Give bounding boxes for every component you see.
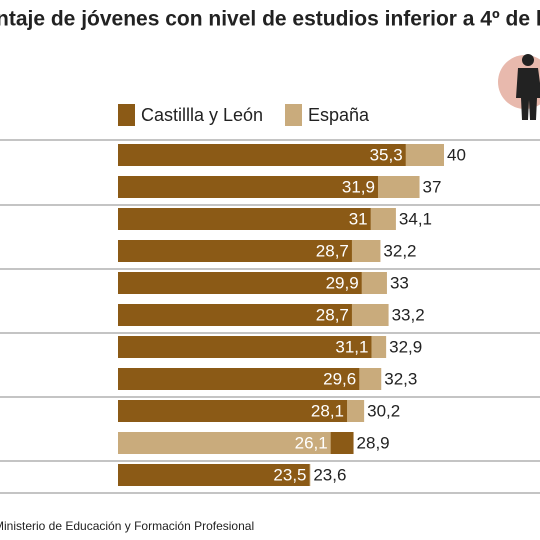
- value-label: 33,2: [392, 305, 425, 324]
- legend-swatch: [285, 104, 302, 126]
- source: Ministerio de Educación y Formación Prof…: [0, 519, 254, 533]
- value-label: 32,9: [389, 337, 422, 356]
- icon-head: [522, 54, 534, 66]
- value-label: 31,1: [335, 337, 368, 356]
- value-label: 34,1: [399, 209, 432, 228]
- bar: [118, 432, 331, 454]
- bar: [118, 304, 352, 326]
- value-label: 33: [390, 273, 409, 292]
- value-label: 26,1: [295, 433, 328, 452]
- chart-title: ntaje de jóvenes con nivel de estudios i…: [0, 8, 540, 31]
- bar: [118, 208, 371, 230]
- value-label: 37: [423, 177, 442, 196]
- value-label: 29,6: [323, 369, 356, 388]
- bar: [118, 464, 310, 486]
- icon-body: [516, 68, 540, 120]
- bar: [118, 176, 378, 198]
- value-label: 30,2: [367, 401, 400, 420]
- bar: [118, 400, 348, 422]
- value-label: 32,2: [383, 241, 416, 260]
- bar: [118, 272, 362, 294]
- bar: [118, 368, 360, 390]
- value-label: 32,3: [384, 369, 417, 388]
- value-label: 28,9: [357, 433, 390, 452]
- value-label: 28,7: [316, 241, 349, 260]
- legend-label: España: [308, 105, 370, 125]
- value-label: 23,6: [313, 465, 346, 484]
- value-label: 28,7: [316, 305, 349, 324]
- person-icon: [498, 54, 540, 120]
- value-label: 31: [349, 209, 368, 228]
- value-label: 23,5: [273, 465, 306, 484]
- bar: [118, 336, 372, 358]
- value-label: 40: [447, 145, 466, 164]
- bar: [118, 240, 352, 262]
- legend-swatch: [118, 104, 135, 126]
- value-label: 31,9: [342, 177, 375, 196]
- legend-label: Castillla y León: [141, 105, 263, 125]
- bar: [118, 144, 406, 166]
- value-label: 28,1: [311, 401, 344, 420]
- value-label: 29,9: [326, 273, 359, 292]
- value-label: 35,3: [370, 145, 403, 164]
